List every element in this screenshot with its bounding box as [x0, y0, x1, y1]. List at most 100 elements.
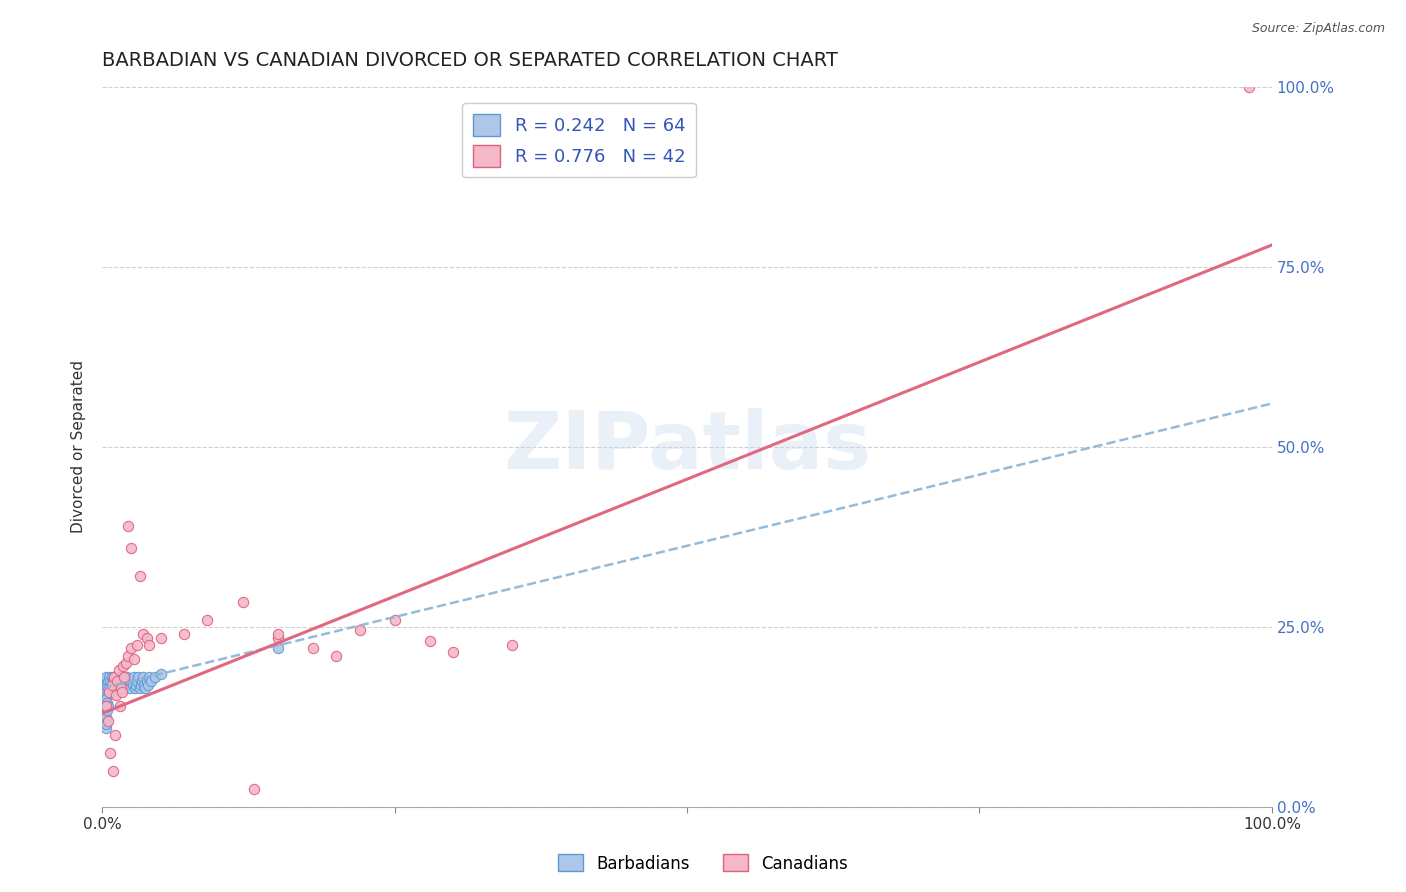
Point [100, 673, 122, 688]
Point [441, 645, 464, 659]
Point [141, 673, 163, 688]
Point [111, 673, 134, 688]
Point [266, 641, 288, 656]
Point [100, 684, 122, 698]
Text: ZIPatlas: ZIPatlas [503, 408, 872, 486]
Point [131, 673, 153, 688]
Point [149, 631, 172, 645]
Point [98, 670, 121, 684]
Point [107, 681, 129, 695]
Point [232, 594, 254, 608]
Point [96, 677, 118, 691]
Point [419, 634, 441, 648]
Point [93, 714, 115, 728]
Point [94, 670, 117, 684]
Point [93, 696, 115, 710]
Point [120, 641, 142, 656]
Point [111, 684, 134, 698]
Point [132, 670, 155, 684]
Point [110, 677, 132, 691]
Point [100, 746, 122, 760]
Point [104, 673, 127, 688]
Point [117, 677, 139, 691]
Point [129, 677, 152, 691]
Point [118, 673, 141, 688]
Point [122, 670, 145, 684]
Point [97, 673, 120, 688]
Point [110, 681, 132, 695]
Point [120, 541, 142, 555]
Point [97, 681, 120, 695]
Point [93, 706, 115, 721]
Point [138, 670, 160, 684]
Point [93, 699, 115, 714]
Point [97, 699, 120, 714]
Point [107, 673, 129, 688]
Point [96, 696, 118, 710]
Point [93, 681, 115, 695]
Point [124, 681, 146, 695]
Point [101, 681, 124, 695]
Point [108, 670, 131, 684]
Point [94, 692, 117, 706]
Point [103, 670, 125, 684]
Point [101, 673, 124, 688]
Point [149, 666, 172, 681]
Point [143, 670, 166, 684]
Point [301, 641, 323, 656]
Point [127, 670, 149, 684]
Point [100, 681, 122, 695]
Point [128, 681, 150, 695]
Point [120, 673, 142, 688]
Point [94, 710, 117, 724]
Legend: R = 0.242   N = 64, R = 0.776   N = 42: R = 0.242 N = 64, R = 0.776 N = 42 [463, 103, 696, 178]
Point [100, 670, 122, 684]
Point [132, 627, 155, 641]
Point [128, 569, 150, 583]
Point [104, 728, 127, 742]
Point [135, 673, 157, 688]
Point [114, 677, 136, 691]
Point [117, 648, 139, 663]
Point [100, 677, 122, 691]
Point [115, 670, 138, 684]
Point [1237, 79, 1260, 94]
Point [107, 673, 129, 688]
Legend: Barbadians, Canadians: Barbadians, Canadians [551, 847, 855, 880]
Point [325, 648, 347, 663]
Point [134, 681, 156, 695]
Point [136, 677, 159, 691]
Point [349, 624, 371, 638]
Point [117, 519, 139, 533]
Point [501, 638, 523, 652]
Point [266, 631, 288, 645]
Point [108, 699, 131, 714]
Point [127, 673, 149, 688]
Y-axis label: Divorced or Separated: Divorced or Separated [72, 360, 86, 533]
Point [101, 764, 124, 778]
Point [120, 681, 142, 695]
Point [114, 670, 136, 684]
Point [135, 631, 157, 645]
Point [93, 673, 115, 688]
Point [112, 659, 135, 673]
Point [122, 652, 145, 666]
Point [94, 721, 117, 735]
Point [134, 677, 156, 691]
Point [114, 673, 136, 688]
Text: Source: ZipAtlas.com: Source: ZipAtlas.com [1251, 22, 1385, 36]
Point [96, 688, 118, 702]
Text: BARBADIAN VS CANADIAN DIVORCED OR SEPARATED CORRELATION CHART: BARBADIAN VS CANADIAN DIVORCED OR SEPARA… [103, 51, 838, 70]
Point [94, 684, 117, 698]
Point [266, 627, 288, 641]
Point [96, 703, 118, 717]
Point [105, 677, 128, 691]
Point [197, 613, 219, 627]
Point [243, 781, 266, 796]
Point [94, 699, 117, 714]
Point [114, 656, 136, 670]
Point [98, 684, 121, 698]
Point [173, 627, 195, 641]
Point [127, 638, 149, 652]
Point [98, 684, 121, 698]
